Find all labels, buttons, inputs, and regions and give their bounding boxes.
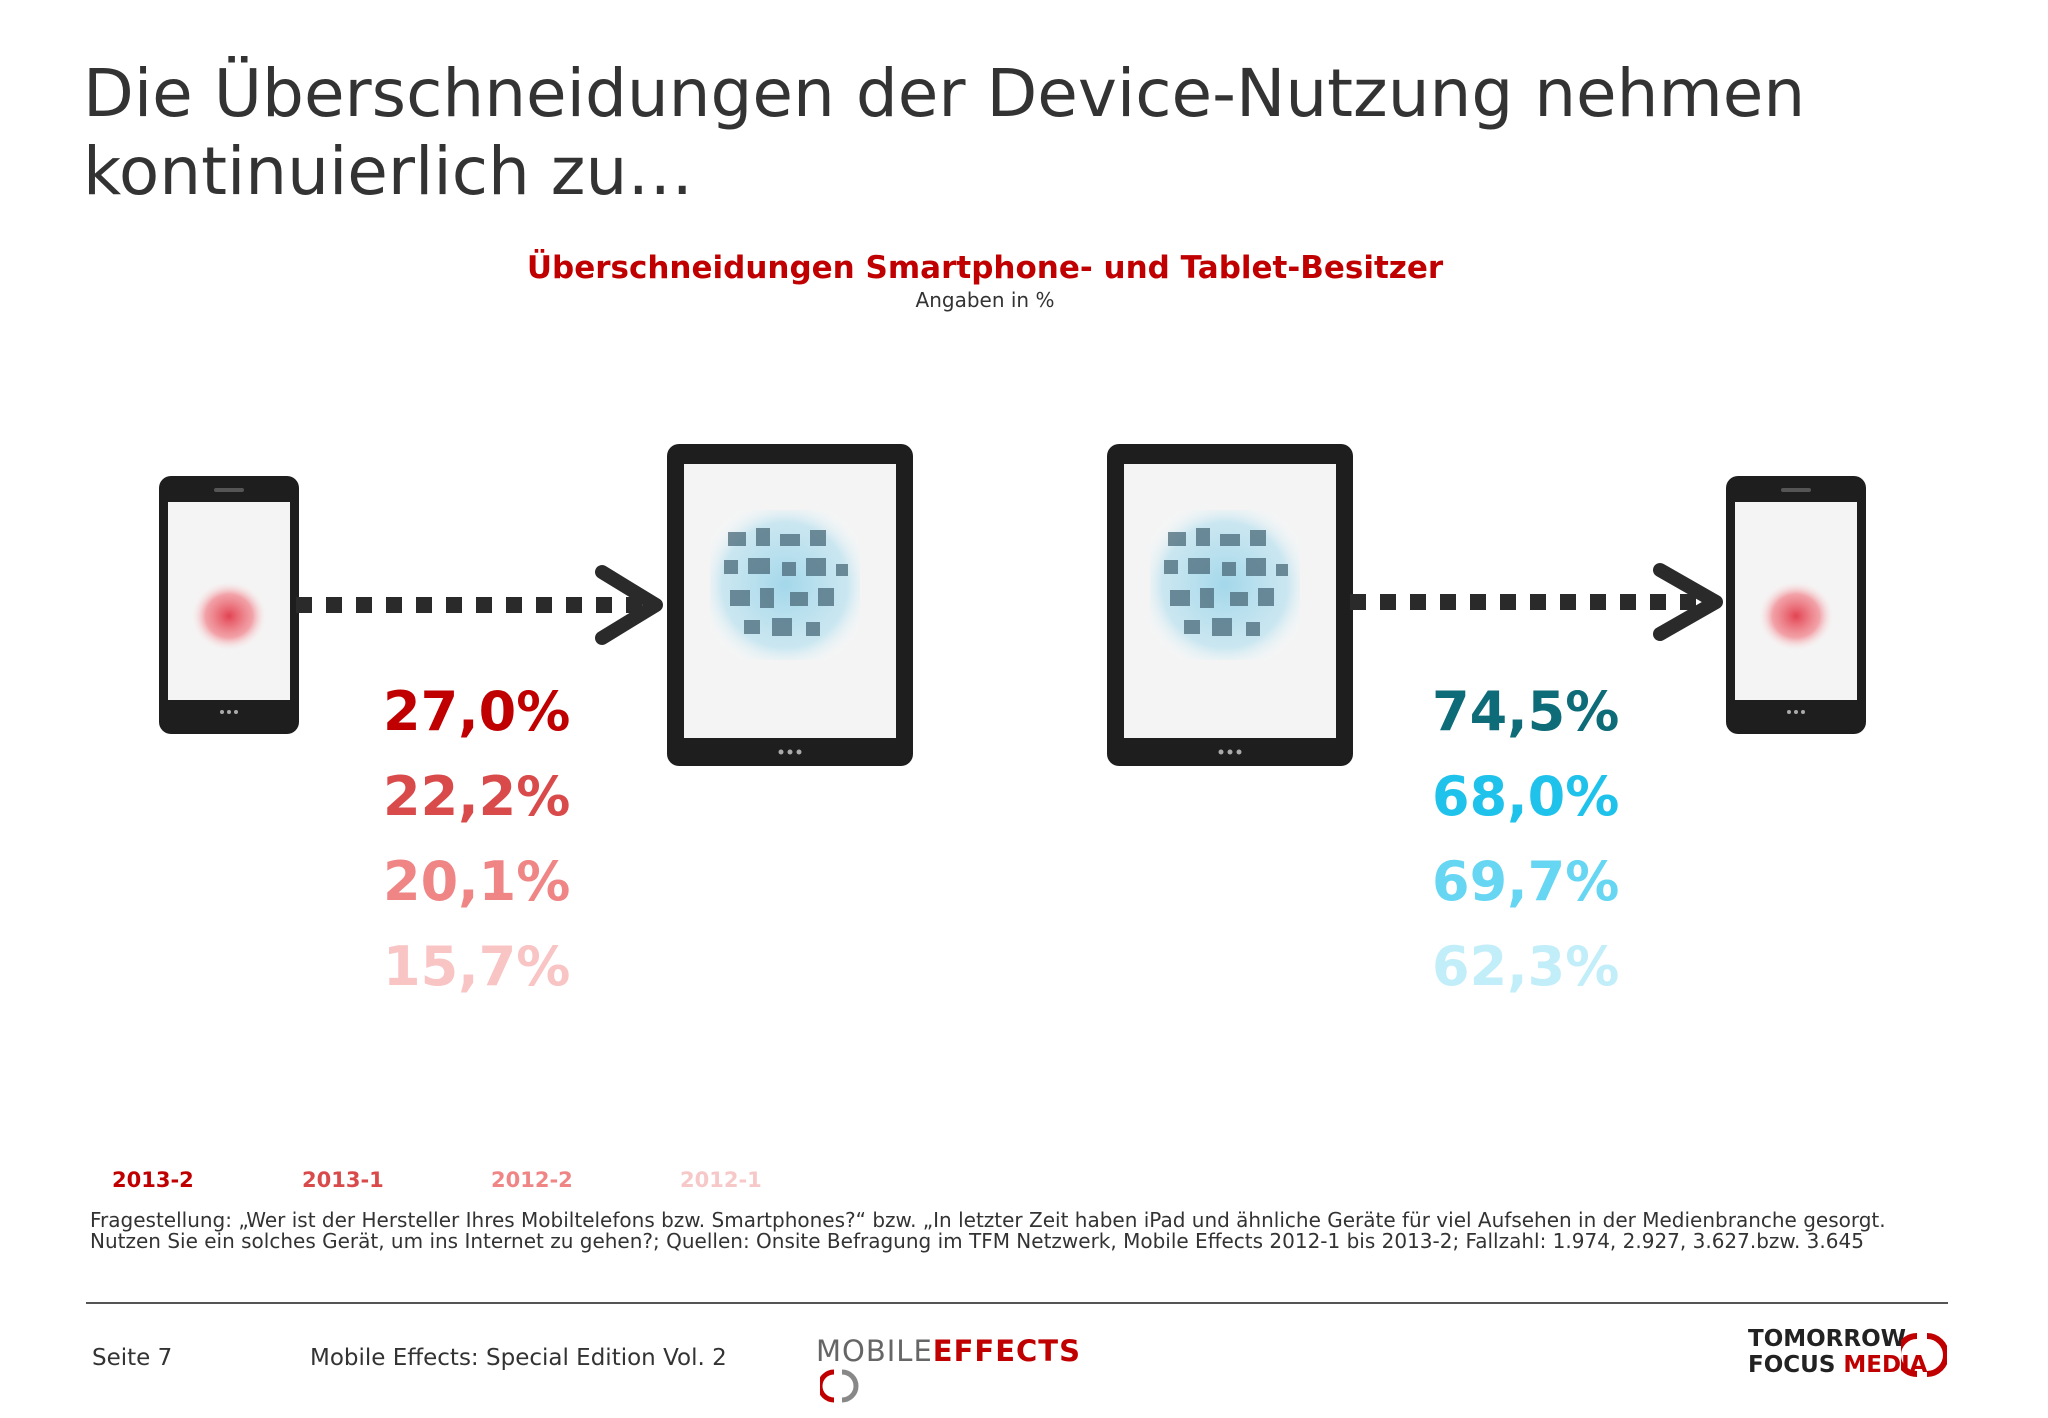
tfm-line1: TOMORROW (1748, 1326, 1907, 1352)
footnote: Fragestellung: „Wer ist der Hersteller I… (90, 1208, 1886, 1253)
slide-title: Die Überschneidungen der Device-Nutzung … (83, 55, 1806, 210)
tablet-icon (667, 444, 913, 766)
legend-item: 2012-1 (680, 1168, 762, 1192)
smartphone-icon (1726, 476, 1866, 734)
chart-subheading: Angaben in % (915, 288, 1055, 312)
dotted-arrow-icon (296, 565, 663, 645)
value-label: 62,3% (1432, 935, 1620, 998)
tablet-icon (1107, 444, 1353, 766)
tomorrow-focus-media-logo: TOMORROW FOCUS MEDIA (1748, 1326, 1948, 1382)
device-illustration (159, 444, 1866, 766)
legend-item: 2012-2 (491, 1168, 573, 1192)
value-label: 20,1% (383, 850, 571, 913)
logo-mobile-text: MOBILE (816, 1334, 933, 1368)
logo-effects-text: EFFECTS (932, 1334, 1081, 1368)
value-label: 69,7% (1432, 850, 1620, 913)
legend-item: 2013-2 (112, 1168, 194, 1192)
mobile-effects-logo: MOBILEEFFECTS (816, 1334, 1116, 1403)
edition-label: Mobile Effects: Special Edition Vol. 2 (310, 1345, 727, 1371)
value-label: 68,0% (1432, 765, 1620, 828)
smartphone-icon (159, 476, 299, 734)
legend-item: 2013-1 (302, 1168, 384, 1192)
page-number: Seite 7 (92, 1345, 173, 1371)
value-label: 74,5% (1432, 680, 1620, 743)
chart-heading: Überschneidungen Smartphone- und Tablet-… (526, 250, 1444, 286)
dotted-arrow-icon (1350, 563, 1723, 641)
bracket-logo-icon (1901, 1333, 1947, 1377)
value-label: 27,0% (383, 680, 571, 743)
bracket-logo-icon (817, 1369, 859, 1403)
divider (86, 1302, 1948, 1304)
value-label: 15,7% (383, 935, 571, 998)
tfm-focus: FOCUS (1748, 1352, 1836, 1378)
value-label: 22,2% (383, 765, 571, 828)
